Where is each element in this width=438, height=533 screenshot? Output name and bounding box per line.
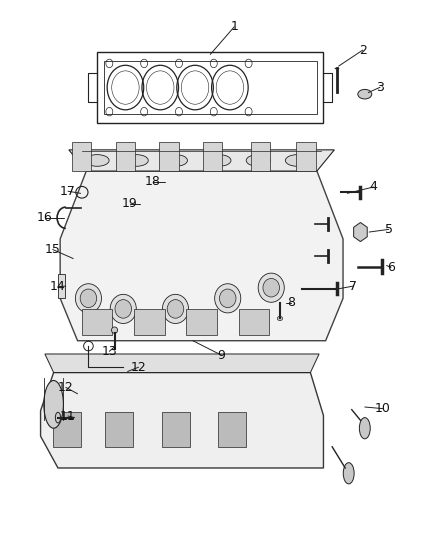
- Ellipse shape: [162, 294, 188, 324]
- Polygon shape: [69, 150, 334, 171]
- Ellipse shape: [358, 90, 372, 99]
- Ellipse shape: [44, 381, 64, 428]
- Ellipse shape: [263, 278, 279, 297]
- Polygon shape: [251, 142, 270, 171]
- Text: 13: 13: [102, 345, 117, 358]
- Ellipse shape: [80, 289, 97, 308]
- Text: 12: 12: [58, 381, 74, 394]
- Bar: [53, 413, 81, 447]
- Ellipse shape: [258, 273, 284, 302]
- Text: 2: 2: [359, 44, 367, 56]
- Ellipse shape: [112, 327, 117, 333]
- Text: 6: 6: [387, 261, 395, 274]
- Polygon shape: [72, 142, 92, 171]
- Bar: [82, 309, 113, 335]
- Text: 11: 11: [60, 409, 76, 423]
- Bar: [186, 309, 217, 335]
- Text: 12: 12: [131, 361, 146, 374]
- Text: 7: 7: [349, 280, 357, 293]
- Ellipse shape: [75, 284, 102, 313]
- Text: 3: 3: [376, 81, 384, 94]
- Bar: [239, 309, 269, 335]
- Ellipse shape: [167, 300, 184, 318]
- Ellipse shape: [124, 155, 148, 166]
- Text: 10: 10: [374, 402, 391, 415]
- Bar: [105, 413, 133, 447]
- Bar: [218, 413, 247, 447]
- Ellipse shape: [85, 155, 109, 166]
- Ellipse shape: [359, 418, 370, 439]
- Text: 18: 18: [145, 175, 161, 188]
- Bar: [134, 309, 165, 335]
- Text: 5: 5: [385, 223, 393, 236]
- Ellipse shape: [246, 155, 270, 166]
- Ellipse shape: [219, 289, 236, 308]
- Ellipse shape: [286, 155, 309, 166]
- Ellipse shape: [110, 294, 136, 324]
- Ellipse shape: [277, 317, 283, 320]
- Bar: [58, 274, 65, 298]
- Text: 4: 4: [370, 181, 378, 193]
- Ellipse shape: [115, 300, 131, 318]
- Ellipse shape: [343, 463, 354, 484]
- Polygon shape: [203, 142, 222, 171]
- Polygon shape: [45, 354, 319, 373]
- Ellipse shape: [55, 413, 60, 423]
- Polygon shape: [297, 142, 316, 171]
- Polygon shape: [116, 142, 135, 171]
- Text: 15: 15: [45, 243, 61, 256]
- Text: 1: 1: [230, 20, 238, 34]
- Text: 9: 9: [217, 349, 225, 361]
- Ellipse shape: [163, 155, 187, 166]
- Text: 17: 17: [60, 185, 76, 198]
- Polygon shape: [159, 142, 179, 171]
- Ellipse shape: [215, 284, 241, 313]
- Polygon shape: [353, 222, 367, 241]
- Ellipse shape: [207, 155, 231, 166]
- Polygon shape: [60, 171, 343, 341]
- Polygon shape: [41, 373, 323, 468]
- Text: 16: 16: [37, 211, 53, 224]
- Bar: [162, 413, 190, 447]
- Text: 8: 8: [287, 296, 295, 309]
- Text: 19: 19: [122, 197, 138, 211]
- Text: 14: 14: [50, 280, 66, 293]
